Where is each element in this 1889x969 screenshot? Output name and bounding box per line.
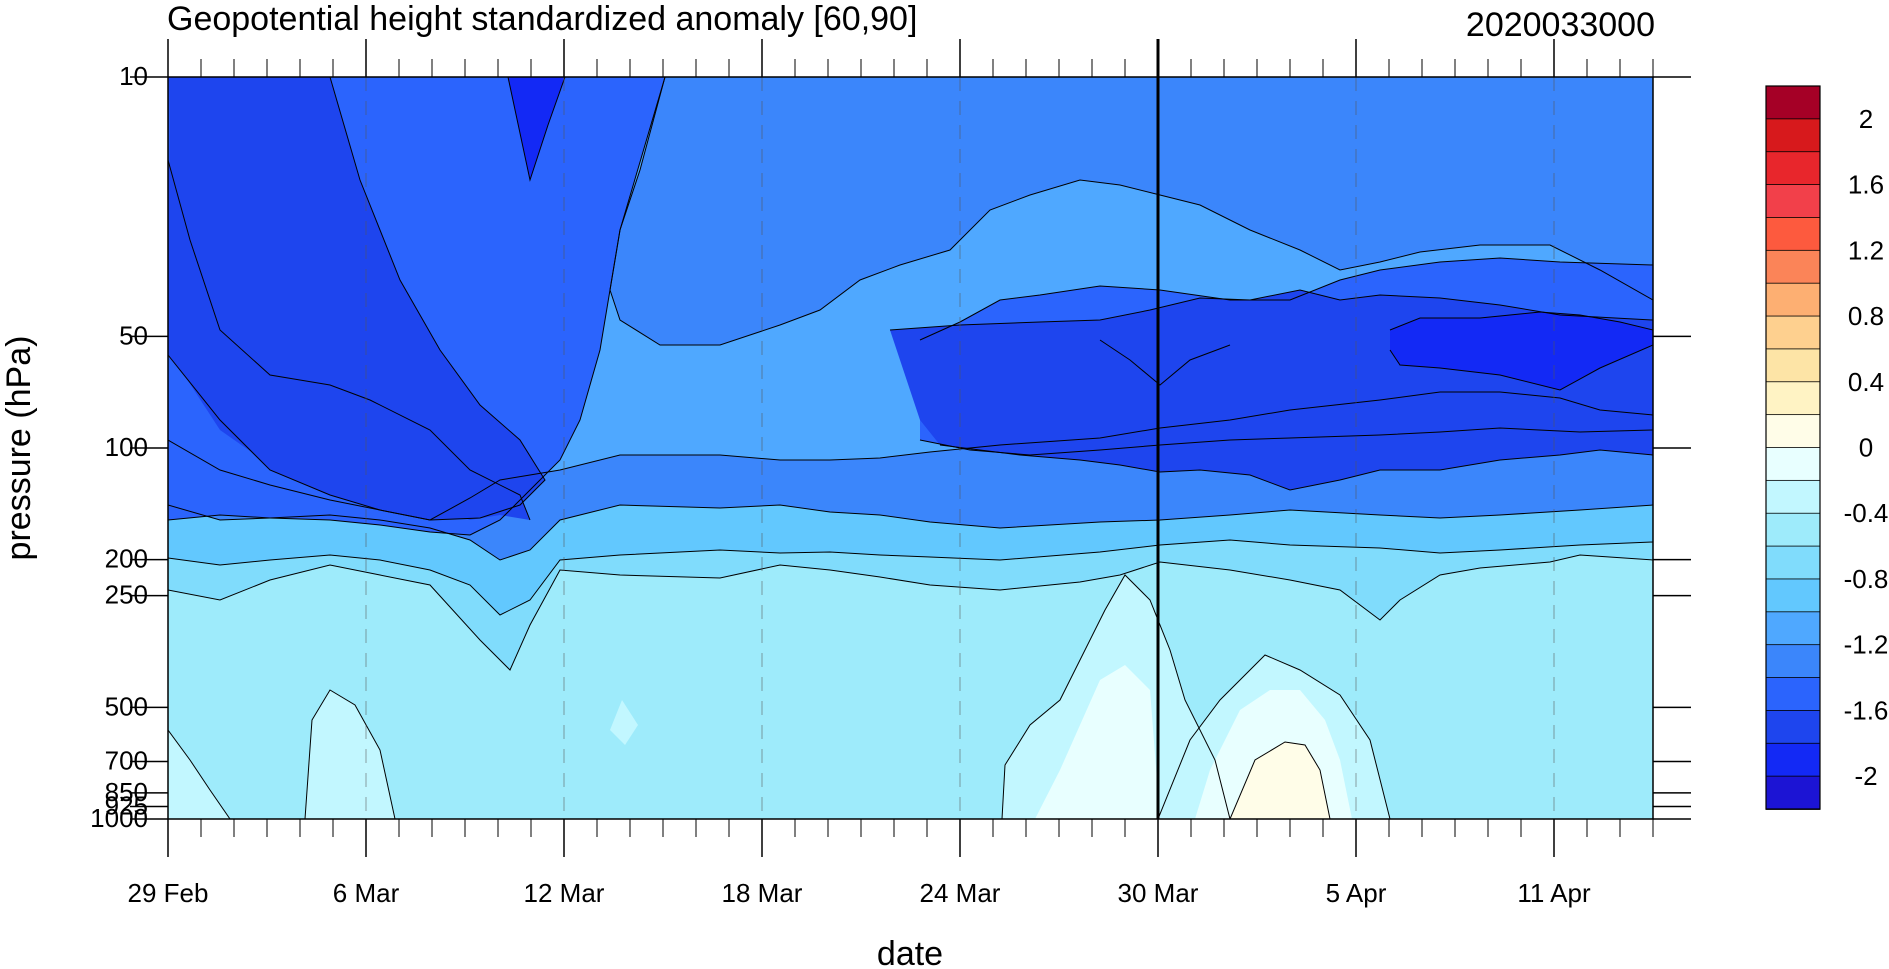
field-1.6-to-1.8 bbox=[168, 77, 1653, 520]
y-tick-label: 10 bbox=[119, 61, 148, 91]
colorbar-frame bbox=[1765, 85, 1821, 810]
x-tick-label: 30 Mar bbox=[1118, 878, 1199, 908]
y-tick-label: 200 bbox=[105, 544, 148, 574]
colorbar-label: -2 bbox=[1854, 761, 1877, 791]
colorbar-swatch bbox=[1765, 512, 1821, 547]
x-tick-label: 6 Mar bbox=[333, 878, 400, 908]
field-0-to-0.2 bbox=[1035, 665, 1160, 819]
colorbar-label: 2 bbox=[1859, 104, 1873, 134]
chart-title: Geopotential height standardized anomaly… bbox=[167, 0, 917, 38]
colorbar-label: 0 bbox=[1859, 433, 1873, 463]
colorbar-swatch bbox=[1765, 217, 1821, 252]
colorbar-swatch bbox=[1765, 249, 1821, 285]
colorbar-swatch bbox=[1765, 742, 1821, 778]
colorbar-swatch bbox=[1765, 644, 1821, 679]
y-tick-label: 850 bbox=[105, 777, 148, 807]
y-tick-label: 250 bbox=[105, 580, 148, 610]
colorbar-swatch bbox=[1765, 118, 1821, 153]
colorbar-label: 0.4 bbox=[1848, 367, 1884, 397]
x-tick-label: 5 Apr bbox=[1326, 878, 1387, 908]
date-stamp: 2020033000 bbox=[1466, 6, 1655, 44]
colorbar-swatch bbox=[1765, 447, 1821, 482]
x-tick-label: 12 Mar bbox=[524, 878, 605, 908]
y-tick-label: 50 bbox=[119, 320, 148, 350]
y-tick-label: 100 bbox=[105, 432, 148, 462]
contour-lines bbox=[168, 77, 1653, 819]
x-tick-label: 29 Feb bbox=[128, 878, 209, 908]
x-tick-label: 18 Mar bbox=[722, 878, 803, 908]
y-tick-label: 1000 bbox=[90, 803, 148, 833]
colorbar-swatch bbox=[1765, 315, 1821, 350]
colorbar-swatch bbox=[1765, 348, 1821, 383]
x-axis: 29 Feb 6 Mar 12 Mar 18 Mar 24 Mar 30 Mar 5 Apr… bbox=[128, 39, 1654, 908]
x-axis-title: date bbox=[877, 935, 943, 969]
colorbar-swatch bbox=[1765, 611, 1821, 646]
colorbar-swatch bbox=[1765, 677, 1821, 712]
colorbar-swatch bbox=[1765, 775, 1821, 810]
colorbar: 2 1.6 1.2 0.8 0.4 0 -0.4 -0.8 -1.2 -1.6 -2 bbox=[1765, 85, 1889, 810]
colorbar-swatch bbox=[1765, 184, 1821, 219]
colorbar-swatch bbox=[1765, 414, 1821, 449]
colorbar-swatch bbox=[1765, 381, 1821, 416]
colorbar-label: -1.2 bbox=[1844, 630, 1889, 660]
x-tick-label: 24 Mar bbox=[920, 878, 1001, 908]
field-1.8-to-2.0 bbox=[508, 77, 1653, 390]
y-tick-label: 500 bbox=[105, 691, 148, 721]
colorbar-label: 1.2 bbox=[1848, 235, 1884, 265]
colorbar-label: -0.4 bbox=[1844, 498, 1889, 528]
x-tick-label: 11 Apr bbox=[1517, 878, 1591, 908]
colorbar-label: 1.6 bbox=[1848, 170, 1884, 200]
colorbar-swatch bbox=[1765, 710, 1821, 745]
colorbar-swatch bbox=[1765, 479, 1821, 515]
colorbar-label: -0.8 bbox=[1844, 564, 1889, 594]
field-0.2-to-0.4 bbox=[305, 690, 395, 819]
colorbar-swatch bbox=[1765, 151, 1821, 186]
colorbar-swatch bbox=[1765, 578, 1821, 613]
colorbar-label: 0.8 bbox=[1848, 301, 1884, 331]
y-tick-label: 925 bbox=[105, 790, 148, 820]
plot-area bbox=[168, 77, 1653, 819]
field-0.2-to-0.4 bbox=[610, 700, 638, 745]
colorbar-label: -1.6 bbox=[1844, 695, 1889, 725]
colorbar-swatch bbox=[1765, 282, 1821, 317]
colorbar-swatch bbox=[1765, 85, 1821, 120]
colorbar-swatch bbox=[1765, 545, 1821, 580]
y-tick-label: 700 bbox=[105, 746, 148, 776]
y-axis-title: pressure (hPa) bbox=[0, 336, 38, 561]
